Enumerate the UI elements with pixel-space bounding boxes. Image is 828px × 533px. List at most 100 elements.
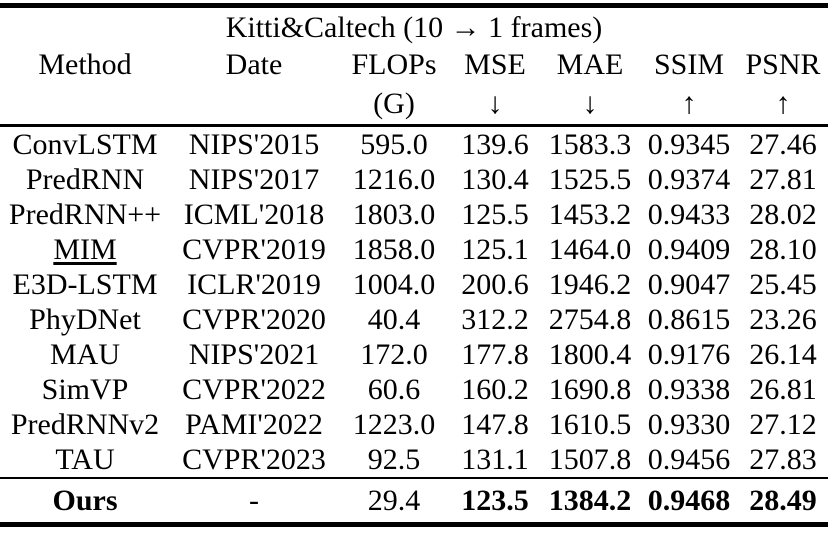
cell-ssim: 0.9330 — [647, 408, 731, 441]
header-label-row: Method Date FLOPs MSE MAE SSIM PSNR — [0, 46, 828, 84]
cell-method: MIM — [53, 233, 117, 266]
column-subheader-mae: ↓ — [582, 87, 598, 120]
cell-method: E3D-LSTM — [12, 268, 158, 301]
cell-mse: 139.6 — [461, 128, 529, 161]
cell-date: CVPR'2022 — [182, 373, 326, 406]
cell-psnr: 27.12 — [749, 408, 817, 441]
cell-date: - — [249, 484, 259, 517]
cell-mse: 125.5 — [461, 198, 529, 231]
cell-psnr: 26.81 — [749, 373, 817, 406]
table-body: ConvLSTM NIPS'2015 595.0 139.6 1583.3 0.9345 2… — [0, 126, 828, 523]
cell-mse: 147.8 — [461, 408, 529, 441]
cell-ssim: 0.9176 — [647, 338, 731, 371]
column-header-method: Method — [38, 48, 132, 81]
cell-flops: 172.0 — [360, 338, 428, 371]
cell-date: CVPR'2019 — [182, 233, 326, 266]
column-subheader-psnr: ↑ — [775, 87, 791, 120]
column-header-mae: MAE — [556, 48, 624, 81]
cell-mse: 125.1 — [461, 233, 529, 266]
cell-mae: 1464.0 — [548, 233, 632, 266]
cell-date: NIPS'2021 — [188, 338, 320, 371]
cell-ssim: 0.9047 — [647, 268, 731, 301]
cell-mae: 1525.5 — [548, 163, 632, 196]
cell-method: ConvLSTM — [12, 128, 158, 161]
cell-mse: 130.4 — [461, 163, 529, 196]
cell-ssim: 0.9468 — [647, 484, 731, 517]
header-subunit-row: (G) ↓ ↓ ↑ ↑ — [0, 84, 828, 126]
cell-method: SimVP — [41, 373, 129, 406]
cell-mae: 1690.8 — [548, 373, 632, 406]
cell-flops: 1858.0 — [352, 233, 436, 266]
column-subheader-mse: ↓ — [487, 87, 503, 120]
cell-flops: 60.6 — [367, 373, 421, 406]
cell-ssim: 0.8615 — [647, 303, 731, 336]
cell-flops: 1803.0 — [352, 198, 436, 231]
cell-mse: 177.8 — [461, 338, 529, 371]
table-row-ours: Ours - 29.4 123.5 1384.2 0.9468 28.49 — [0, 478, 828, 522]
cell-psnr: 28.02 — [749, 198, 817, 231]
cell-psnr: 25.45 — [749, 268, 817, 301]
cell-mae: 1946.2 — [548, 268, 632, 301]
cell-mse: 131.1 — [461, 443, 529, 476]
cell-date: PAMI'2022 — [185, 408, 323, 441]
cell-mse: 312.2 — [461, 303, 529, 336]
column-subheader-empty-date — [170, 84, 338, 126]
cell-mse: 123.5 — [461, 484, 529, 517]
table-row-e3d-lstm: E3D-LSTM ICLR'2019 1004.0 200.6 1946.2 0.9047… — [0, 267, 828, 302]
column-header-psnr: PSNR — [745, 48, 821, 81]
cell-ssim: 0.9456 — [647, 443, 731, 476]
cell-method: Ours — [52, 484, 118, 517]
cell-date: NIPS'2017 — [188, 163, 320, 196]
column-subheader-flops: (G) — [373, 87, 415, 120]
table-header: Method Date FLOPs MSE MAE SSIM PSNR (G) ↓ ↓ ↑ ↑ — [0, 46, 828, 126]
column-header-date: Date — [225, 48, 283, 81]
cell-date: CVPR'2023 — [182, 443, 326, 476]
cell-ssim: 0.9409 — [647, 233, 731, 266]
column-subheader-ssim: ↑ — [681, 87, 697, 120]
table-row-convlstm: ConvLSTM NIPS'2015 595.0 139.6 1583.3 0.9345 2… — [0, 126, 828, 163]
cell-mae: 2754.8 — [548, 303, 632, 336]
cell-flops: 40.4 — [367, 303, 421, 336]
cell-mae: 1583.3 — [548, 128, 632, 161]
cell-method: TAU — [55, 443, 115, 476]
cell-method: PhyDNet — [29, 303, 141, 336]
table-row-mau: MAU NIPS'2021 172.0 177.8 1800.4 0.9176 26.14 — [0, 337, 828, 372]
table-row-simvp: SimVP CVPR'2022 60.6 160.2 1690.8 0.9338 26.81 — [0, 372, 828, 407]
cell-method: PredRNN — [25, 163, 145, 196]
table-row-phydnet: PhyDNet CVPR'2020 40.4 312.2 2754.8 0.8615 23.… — [0, 302, 828, 337]
cell-flops: 595.0 — [360, 128, 428, 161]
cell-flops: 29.4 — [367, 484, 421, 517]
cell-psnr: 27.81 — [749, 163, 817, 196]
cell-psnr: 27.46 — [749, 128, 817, 161]
cell-mae: 1507.8 — [548, 443, 632, 476]
cell-date: ICML'2018 — [183, 198, 325, 231]
cell-ssim: 0.9433 — [647, 198, 731, 231]
benchmark-table: Method Date FLOPs MSE MAE SSIM PSNR (G) ↓ ↓ ↑ ↑ Co… — [0, 46, 828, 522]
table-title: Kitti&Caltech (10 → 1 frames) — [225, 11, 603, 44]
table-row-tau: TAU CVPR'2023 92.5 131.1 1507.8 0.9456 27.83 — [0, 442, 828, 478]
cell-flops: 1223.0 — [352, 408, 436, 441]
cell-date: NIPS'2015 — [188, 128, 320, 161]
column-header-mse: MSE — [464, 48, 526, 81]
column-header-ssim: SSIM — [653, 48, 725, 81]
cell-method: PredRNNv2 — [10, 408, 160, 441]
column-subheader-empty-method — [0, 84, 170, 126]
cell-method: PredRNN++ — [8, 198, 162, 231]
cell-flops: 92.5 — [367, 443, 421, 476]
cell-psnr: 28.49 — [749, 484, 817, 517]
cell-ssim: 0.9338 — [647, 373, 731, 406]
cell-mae: 1610.5 — [548, 408, 632, 441]
top-rule — [0, 3, 828, 8]
cell-mae: 1453.2 — [548, 198, 632, 231]
cell-date: CVPR'2020 — [182, 303, 326, 336]
cell-date: ICLR'2019 — [187, 268, 321, 301]
cell-flops: 1216.0 — [352, 163, 436, 196]
cell-mse: 160.2 — [461, 373, 529, 406]
cell-ssim: 0.9345 — [647, 128, 731, 161]
results-table: Kitti&Caltech (10 → 1 frames) Method Date… — [0, 3, 828, 527]
cell-psnr: 27.83 — [749, 443, 817, 476]
cell-method: MAU — [49, 338, 120, 371]
table-row-predrnnv2: PredRNNv2 PAMI'2022 1223.0 147.8 1610.5 0.933… — [0, 407, 828, 442]
cell-psnr: 28.10 — [749, 233, 817, 266]
cell-ssim: 0.9374 — [647, 163, 731, 196]
